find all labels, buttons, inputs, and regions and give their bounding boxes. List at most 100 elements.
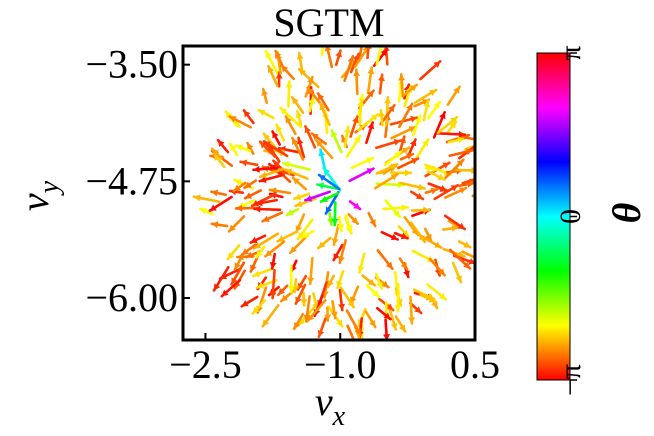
quiver-arrow	[394, 315, 407, 333]
quiver-arrow	[210, 221, 229, 229]
quiver-arrow	[264, 240, 286, 258]
quiver-arrow	[332, 243, 344, 262]
quiver-arrow	[348, 200, 362, 211]
quiver-arrow	[337, 239, 347, 265]
quiver-arrow	[375, 306, 392, 321]
quiver-arrow	[380, 230, 399, 241]
quiver-arrow	[426, 100, 442, 120]
quiver-arrow	[212, 265, 230, 292]
colorbar-tick-label: −π	[554, 364, 587, 396]
quiver-arrow	[349, 115, 359, 138]
chart-title: SGTM	[273, 0, 384, 45]
y-axis-label-sub: y	[34, 180, 65, 196]
colorbar-tick-label: 0	[554, 209, 587, 224]
quiver-arrow	[232, 181, 247, 193]
quiver-arrow	[443, 214, 467, 231]
quiver-arrow	[319, 102, 331, 127]
quiver-arrow	[331, 224, 340, 247]
quiver-arrow	[293, 192, 311, 201]
quiver-arrow	[295, 213, 306, 234]
plot-frame	[181, 44, 477, 342]
quiver-arrow	[304, 125, 317, 149]
quiver-arrow	[401, 83, 418, 98]
quiver-arrow	[411, 114, 422, 137]
quiver-arrow	[269, 268, 277, 300]
quiver-arrow	[239, 159, 259, 167]
quiver-arrow	[261, 211, 284, 223]
quiver-arrow	[300, 291, 308, 307]
quiver-arrow	[357, 98, 365, 126]
quiver-arrow	[229, 142, 239, 157]
quiver-arrow	[294, 197, 317, 208]
quiver-arrow	[327, 211, 334, 226]
quiver-arrow	[451, 261, 463, 284]
quiver-arrow	[339, 286, 356, 309]
quiver-arrow	[357, 252, 366, 274]
quiver-arrow	[393, 231, 409, 240]
quiver-arrow	[389, 169, 413, 177]
quiver-arrow	[364, 310, 377, 329]
x-axis-label-main: v	[315, 379, 333, 424]
quiver-arrow	[433, 184, 459, 201]
quiver-arrow	[408, 295, 416, 325]
quiver-arrow	[353, 68, 361, 96]
quiver-arrow	[276, 230, 299, 243]
quiver-arrow	[366, 66, 375, 95]
quiver-arrow	[226, 244, 241, 261]
quiver-arrow	[426, 283, 448, 301]
quiver-arrow	[410, 206, 431, 214]
quiver-arrow	[350, 156, 375, 170]
quiver-arrow	[253, 205, 282, 213]
quiver-arrow	[304, 190, 332, 202]
x-tick-label: 0.5	[450, 342, 500, 387]
quiver-arrow	[291, 96, 305, 114]
quiver-arrow	[246, 141, 255, 155]
quiver-arrow	[378, 109, 386, 127]
quiver-arrow	[242, 109, 255, 125]
x-tick-label: −1.0	[304, 342, 377, 387]
quiver-arrow	[337, 215, 344, 233]
quiver-arrow	[317, 173, 341, 191]
quiver-arrow	[432, 110, 446, 139]
quiver-arrow	[374, 172, 399, 190]
quiver-arrow	[279, 106, 303, 129]
quiver-arrow	[367, 211, 377, 228]
quiver-arrow	[308, 96, 316, 113]
quiver-arrow	[283, 168, 309, 181]
quiver-arrow	[317, 236, 332, 250]
quiver-arrow	[199, 207, 214, 216]
quiver-arrow	[261, 87, 269, 104]
quiver-arrow	[296, 136, 306, 159]
quiver-arrow	[336, 269, 345, 289]
quiver-arrow	[423, 227, 433, 242]
quiver-arrow	[349, 285, 360, 305]
quiver-arrow	[447, 136, 466, 144]
quiver-arrow	[228, 115, 253, 129]
quiver-arrow	[254, 198, 278, 207]
quiver-arrow	[267, 64, 279, 88]
quiver-arrow	[376, 249, 394, 270]
quiver-arrow	[271, 130, 281, 146]
quiver-arrow	[208, 195, 233, 213]
quiver-arrow	[457, 240, 472, 249]
quiver-arrow	[478, 212, 498, 226]
quiver-arrow	[296, 51, 304, 72]
quiver-arrow	[251, 299, 266, 315]
quiver-arrow	[383, 318, 390, 340]
y-tick-label: −6.00	[85, 275, 178, 320]
quiver-arrow	[349, 52, 361, 74]
quiver-arrow	[304, 75, 314, 98]
quiver-arrow	[431, 183, 448, 193]
quiver-arrow	[398, 73, 406, 97]
quiver-arrow	[426, 170, 446, 181]
quiver-arrow	[227, 215, 246, 233]
quiver-arrow	[345, 309, 362, 337]
quiver-arrow	[409, 221, 427, 244]
quiver-arrow	[235, 144, 252, 153]
quiver-arrow	[192, 194, 221, 203]
quiver-arrow	[365, 121, 375, 145]
quiver-arrow	[399, 181, 426, 191]
quiver-arrow	[284, 115, 297, 136]
colorbar-label: θ	[604, 202, 649, 223]
quiver-arrow	[356, 113, 380, 132]
